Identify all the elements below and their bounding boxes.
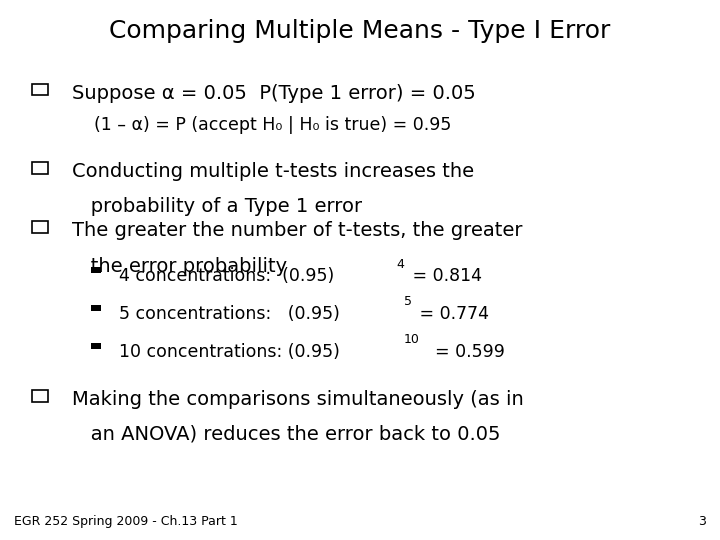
- Text: The greater the number of t-tests, the greater: The greater the number of t-tests, the g…: [72, 221, 523, 240]
- Bar: [32, 84, 48, 96]
- Text: 10 concentrations: (0.95): 10 concentrations: (0.95): [119, 343, 340, 361]
- Bar: [91, 267, 101, 273]
- Text: 10: 10: [404, 333, 420, 346]
- Text: 5: 5: [404, 295, 412, 308]
- Text: the error probability: the error probability: [72, 256, 287, 275]
- Bar: [91, 343, 101, 349]
- Bar: [32, 162, 48, 174]
- Text: an ANOVA) reduces the error back to 0.05: an ANOVA) reduces the error back to 0.05: [72, 425, 500, 444]
- Text: EGR 252 Spring 2009 - Ch.13 Part 1: EGR 252 Spring 2009 - Ch.13 Part 1: [14, 515, 238, 528]
- Text: (1 – α) = P (accept H₀ | H₀ is true) = 0.95: (1 – α) = P (accept H₀ | H₀ is true) = 0…: [94, 116, 451, 134]
- Bar: [91, 305, 101, 311]
- Text: 4: 4: [397, 258, 405, 271]
- Text: = 0.814: = 0.814: [407, 267, 482, 285]
- Text: 5 concentrations:   (0.95): 5 concentrations: (0.95): [119, 305, 340, 323]
- Bar: [32, 390, 48, 402]
- Bar: [32, 221, 48, 233]
- Text: Making the comparisons simultaneously (as in: Making the comparisons simultaneously (a…: [72, 390, 523, 409]
- Text: 3: 3: [698, 515, 706, 528]
- Text: 4 concentrations:  (0.95): 4 concentrations: (0.95): [119, 267, 334, 285]
- Text: = 0.599: = 0.599: [424, 343, 505, 361]
- Text: probability of a Type 1 error: probability of a Type 1 error: [72, 197, 362, 216]
- Text: Comparing Multiple Means - Type I Error: Comparing Multiple Means - Type I Error: [109, 19, 611, 43]
- Text: = 0.774: = 0.774: [414, 305, 489, 323]
- Text: Conducting multiple t-tests increases the: Conducting multiple t-tests increases th…: [72, 162, 474, 181]
- Text: Suppose α = 0.05  P(Type 1 error) = 0.05: Suppose α = 0.05 P(Type 1 error) = 0.05: [72, 84, 476, 103]
